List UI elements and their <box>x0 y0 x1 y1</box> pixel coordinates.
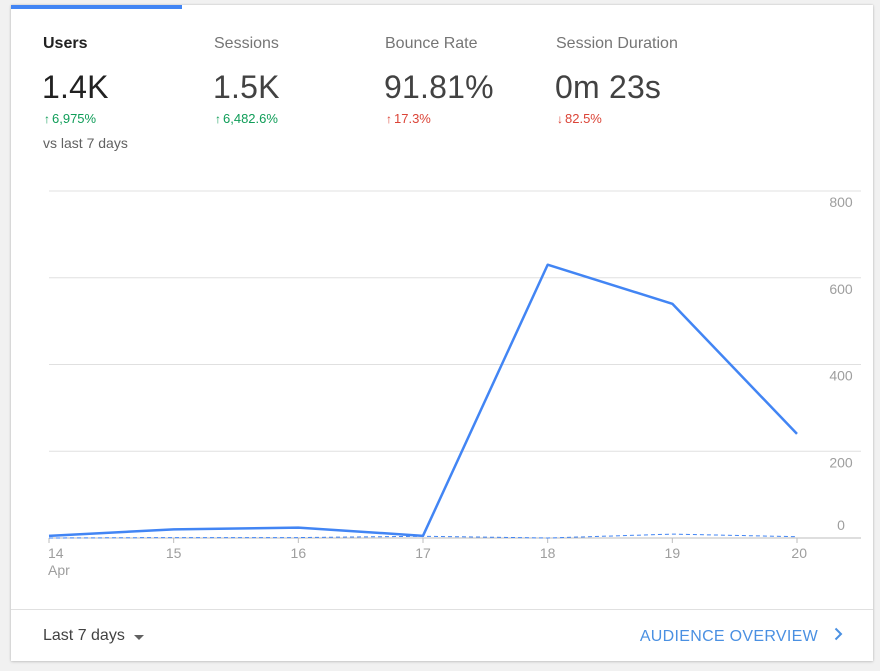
comparison-label: vs last 7 days <box>43 135 128 151</box>
metric-value: 1.5K <box>213 69 280 105</box>
audience-overview-label: AUDIENCE OVERVIEW <box>639 627 818 645</box>
audience-card: Users 1.4K ↑ 6,975% Sessions 1.5K ↑ 6,48… <box>11 5 873 661</box>
arrow-down-icon: ↓ <box>557 111 563 126</box>
x-month-label: Apr <box>48 562 70 578</box>
y-tick-label: 0 <box>837 517 845 533</box>
x-tick-label: 18 <box>540 545 556 561</box>
x-tick-label: 14 <box>48 545 64 561</box>
metric-label: Bounce Rate <box>385 35 478 52</box>
active-metric-indicator <box>11 5 182 9</box>
metric-label: Session Duration <box>556 35 678 52</box>
x-tick-label: 20 <box>791 545 807 561</box>
y-tick-label: 800 <box>829 194 853 210</box>
y-tick-label: 600 <box>829 281 853 297</box>
audience-overview-link[interactable]: AUDIENCE OVERVIEW <box>640 627 843 646</box>
metric-change: ↑ 6,975% <box>44 111 96 126</box>
date-range-label: Last 7 days <box>43 627 125 644</box>
x-tick-label: 15 <box>166 545 182 561</box>
metric-tabs: Users 1.4K ↑ 6,975% Sessions 1.5K ↑ 6,48… <box>11 5 873 165</box>
metric-change: ↑ 6,482.6% <box>215 111 278 126</box>
metric-change-value: 6,482.6% <box>223 111 278 126</box>
metric-change: ↓ 82.5% <box>557 111 602 126</box>
footer-divider <box>11 609 873 610</box>
arrow-up-icon: ↑ <box>44 111 50 126</box>
date-range-dropdown[interactable]: Last 7 days <box>43 627 144 645</box>
metric-value: 0m 23s <box>555 69 662 105</box>
arrow-up-icon: ↑ <box>386 111 392 126</box>
metric-tab-users[interactable]: Users 1.4K ↑ 6,975% <box>42 5 208 165</box>
metric-change-value: 82.5% <box>565 111 602 126</box>
y-tick-label: 400 <box>829 368 853 384</box>
arrow-up-icon: ↑ <box>215 111 221 126</box>
metric-change: ↑ 17.3% <box>386 111 431 126</box>
previous-period-line <box>48 533 798 539</box>
metric-value: 91.81% <box>384 69 494 105</box>
metric-label: Sessions <box>214 35 279 52</box>
metric-change-value: 17.3% <box>394 111 431 126</box>
metric-value: 1.4K <box>42 69 109 105</box>
metric-label: Users <box>43 35 88 52</box>
metric-tab-sessions[interactable]: Sessions 1.5K ↑ 6,482.6% <box>213 5 379 165</box>
metric-tab-session-duration[interactable]: Session Duration 0m 23s ↓ 82.5% <box>555 5 721 165</box>
x-tick-label: 16 <box>291 545 307 561</box>
chevron-right-icon <box>834 627 843 646</box>
users-line-chart: 0 200 400 600 800 14 15 16 17 18 19 20 Apr <box>48 190 861 578</box>
metric-tab-bounce-rate[interactable]: Bounce Rate 91.81% ↑ 17.3% <box>384 5 550 165</box>
x-tick-label: 19 <box>665 545 681 561</box>
x-tick-label: 17 <box>415 545 431 561</box>
caret-down-icon <box>133 634 144 640</box>
y-tick-label: 200 <box>829 454 853 470</box>
metric-change-value: 6,975% <box>52 111 97 126</box>
current-period-line <box>48 263 798 538</box>
